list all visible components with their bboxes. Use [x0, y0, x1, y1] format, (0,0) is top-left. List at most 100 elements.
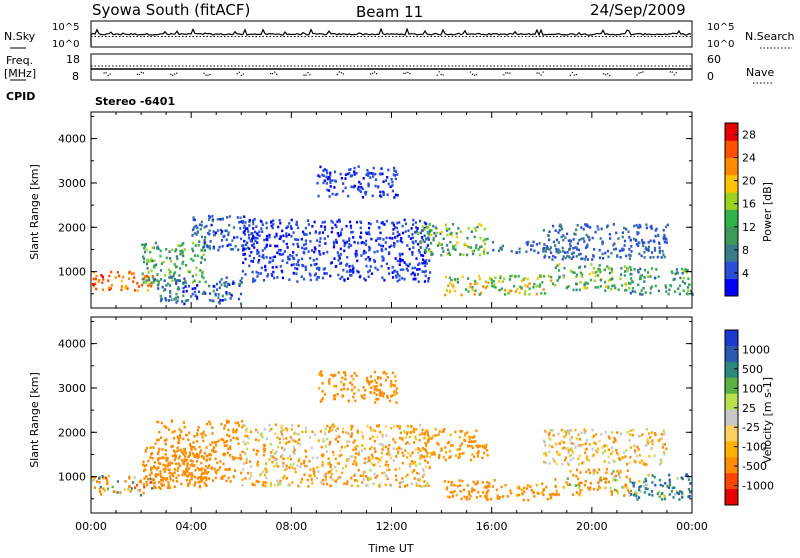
- heatmap-cell: [344, 186, 347, 190]
- heatmap-cell: [638, 496, 641, 499]
- nave-dip-point: [172, 74, 174, 76]
- heatmap-cell: [278, 237, 281, 241]
- heatmap-cell: [256, 462, 259, 466]
- heatmap-cell: [168, 486, 171, 490]
- heatmap-cell: [577, 477, 580, 481]
- heatmap-cell: [385, 219, 388, 223]
- heatmap-cell: [208, 229, 211, 232]
- heatmap-cell: [173, 298, 176, 301]
- heatmap-cell: [265, 437, 268, 441]
- heatmap-cell: [421, 240, 424, 243]
- heatmap-cell: [629, 429, 632, 432]
- heatmap-cell: [236, 216, 239, 219]
- heatmap-cell: [423, 234, 426, 237]
- heatmap-cell: [164, 297, 167, 300]
- heatmap-cell: [348, 243, 351, 246]
- heatmap-cell: [612, 459, 615, 462]
- heatmap-cell: [598, 264, 601, 267]
- heatmap-cell: [685, 473, 688, 476]
- heatmap-cell: [591, 258, 594, 261]
- heatmap-cell: [398, 233, 401, 236]
- power-ylabel: Slant Range [km]: [28, 164, 41, 260]
- heatmap-cell: [336, 427, 339, 430]
- heatmap-cell: [672, 278, 675, 281]
- heatmap-cell: [572, 255, 575, 258]
- heatmap-cell: [152, 277, 155, 281]
- heatmap-cell: [285, 242, 288, 246]
- heatmap-cell: [426, 431, 429, 434]
- heatmap-cell: [668, 288, 671, 292]
- colorbar-tick: 500: [742, 363, 763, 376]
- heatmap-cell: [419, 449, 422, 453]
- heatmap-cell: [214, 450, 217, 453]
- heatmap-cell: [611, 269, 614, 272]
- heatmap-cell: [269, 244, 272, 247]
- heatmap-cell: [161, 476, 164, 480]
- heatmap-cell: [654, 433, 657, 437]
- heatmap-cell: [368, 458, 372, 462]
- heatmap-cell: [576, 242, 579, 245]
- heatmap-cell: [634, 491, 637, 494]
- heatmap-cell: [196, 284, 199, 287]
- heatmap-cell: [381, 276, 384, 280]
- heatmap-cell: [175, 462, 178, 465]
- heatmap-cell: [287, 484, 290, 487]
- heatmap-cell: [548, 450, 551, 454]
- heatmap-cell: [469, 282, 472, 286]
- heatmap-cell: [471, 487, 474, 490]
- heatmap-cell: [174, 249, 177, 253]
- heatmap-cell: [486, 494, 489, 497]
- nave-dip-point: [372, 72, 374, 74]
- heatmap-cell: [324, 479, 327, 482]
- heatmap-cell: [524, 290, 527, 293]
- heatmap-cell: [340, 445, 344, 449]
- heatmap-cell: [415, 481, 418, 485]
- heatmap-cell: [623, 244, 626, 247]
- heatmap-cell: [658, 478, 661, 482]
- nave-dip-point: [303, 74, 305, 76]
- heatmap-cell: [353, 173, 356, 176]
- heatmap-cell: [664, 482, 667, 485]
- heatmap-cell: [338, 475, 341, 479]
- nave-dip-point: [309, 74, 311, 76]
- heatmap-cell: [190, 472, 193, 475]
- heatmap-cell: [376, 237, 379, 240]
- heatmap-cell: [145, 262, 149, 266]
- power-heatmap: [91, 165, 694, 306]
- heatmap-cell: [136, 289, 139, 292]
- heatmap-cell: [613, 488, 616, 492]
- heatmap-cell: [199, 269, 202, 272]
- heatmap-cell: [244, 257, 247, 261]
- heatmap-cell: [322, 440, 325, 443]
- heatmap-cell: [206, 458, 209, 462]
- heatmap-cell: [328, 442, 331, 446]
- heatmap-cell: [173, 278, 176, 281]
- heatmap-cell: [289, 463, 292, 467]
- heatmap-cell: [153, 278, 157, 281]
- heatmap-cell: [459, 430, 462, 433]
- heatmap-cell: [543, 429, 547, 433]
- heatmap-cell: [643, 280, 646, 283]
- heatmap-cell: [93, 486, 96, 489]
- heatmap-cell: [411, 251, 414, 254]
- heatmap-cell: [604, 477, 607, 480]
- heatmap-cell: [331, 179, 334, 182]
- heatmap-cell: [650, 285, 653, 289]
- heatmap-cell: [227, 231, 230, 234]
- heatmap-cell: [610, 251, 613, 255]
- heatmap-cell: [304, 242, 307, 246]
- colorbar-swatch: [725, 361, 738, 379]
- heatmap-cell: [641, 241, 644, 245]
- heatmap-cell: [170, 445, 173, 449]
- heatmap-cell: [181, 262, 184, 266]
- heatmap-cell: [190, 448, 193, 452]
- heatmap-cell: [282, 428, 285, 432]
- heatmap-cell: [629, 239, 632, 242]
- heatmap-cell: [142, 460, 145, 464]
- heatmap-cell: [409, 431, 412, 434]
- heatmap-cell: [321, 173, 324, 177]
- heatmap-cell: [428, 455, 432, 459]
- heatmap-cell: [682, 276, 685, 280]
- heatmap-cell: [192, 280, 195, 284]
